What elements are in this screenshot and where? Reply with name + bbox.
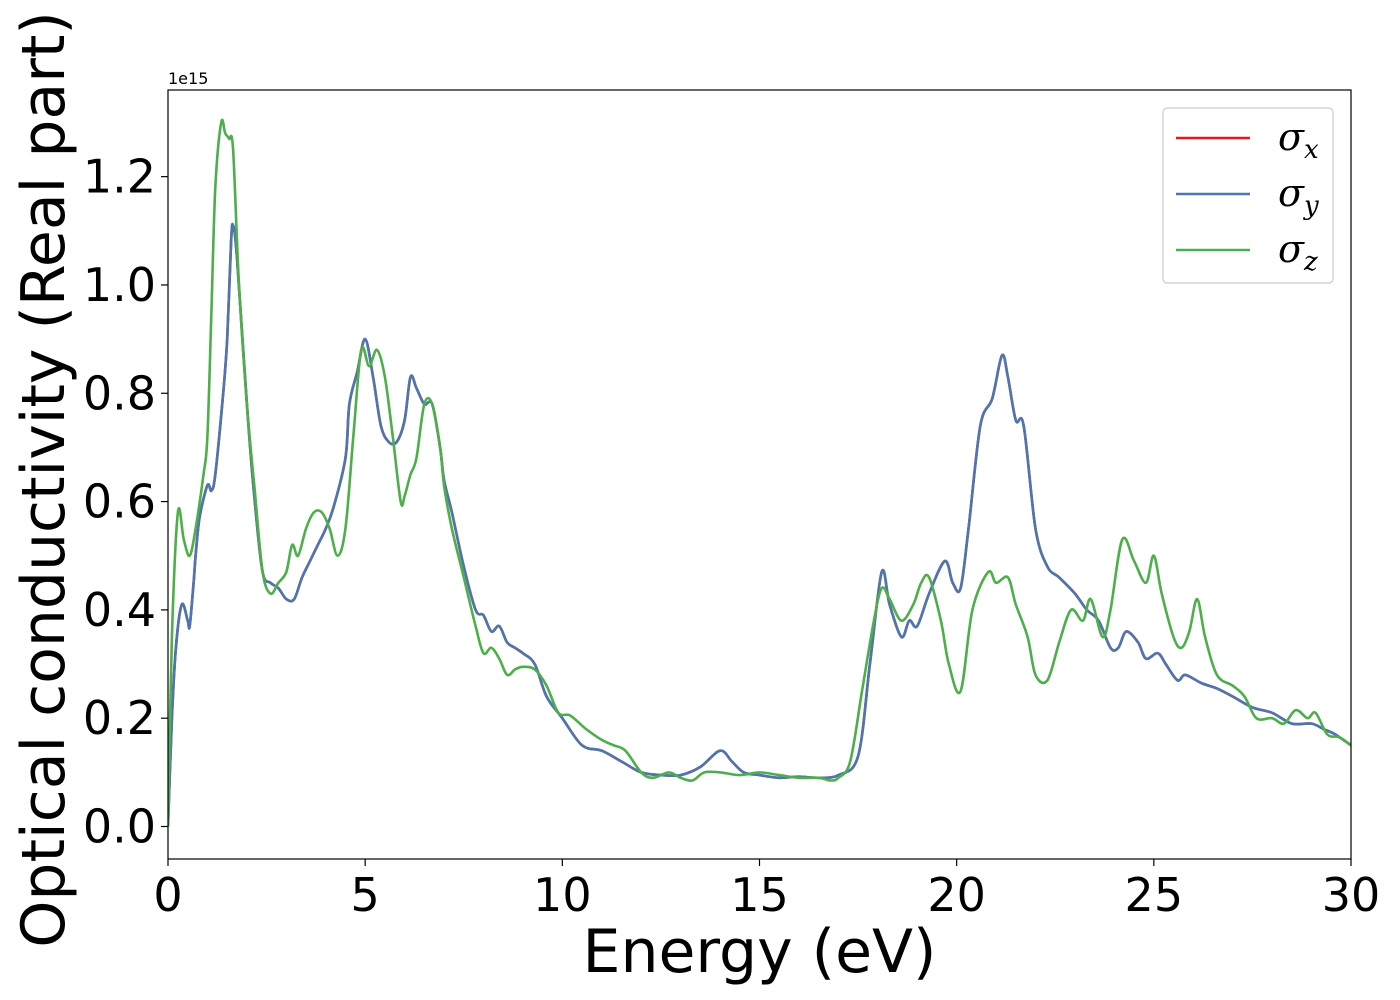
x-tick-label: 20 (927, 868, 986, 922)
y-tick-label: 0.2 (83, 691, 156, 745)
legend-label-x: σx (1278, 115, 1319, 165)
y-axis-ticks: 0.0 0.2 0.4 0.6 0.8 1.0 1.2 (83, 150, 168, 854)
series-line-z (168, 118, 1351, 827)
legend-box (1162, 107, 1334, 284)
x-tick-label: 5 (351, 868, 380, 922)
x-axis-ticks: 0 5 10 15 20 25 30 (153, 859, 1380, 922)
x-tick-label: 10 (533, 868, 592, 922)
plot-lines (168, 118, 1351, 827)
x-axis-title: Energy (eV) (583, 917, 937, 987)
y-axis-title: Optical conductivity (Real part) (9, 11, 79, 948)
x-tick-label: 25 (1125, 868, 1184, 922)
y-tick-label: 1.2 (83, 150, 156, 204)
legend: σx σy σz (1162, 107, 1334, 284)
y-offset-text: 1e15 (168, 69, 208, 88)
y-tick-label: 0.8 (83, 366, 156, 420)
legend-label-y: σy (1278, 171, 1319, 221)
legend-label-z: σz (1278, 227, 1318, 277)
x-tick-label: 30 (1322, 868, 1381, 922)
x-tick-label: 15 (730, 868, 789, 922)
y-tick-label: 0.0 (83, 800, 156, 854)
x-tick-label: 0 (153, 868, 182, 922)
y-tick-label: 0.6 (83, 475, 156, 529)
y-tick-label: 0.4 (83, 583, 156, 637)
y-tick-label: 1.0 (83, 258, 156, 312)
